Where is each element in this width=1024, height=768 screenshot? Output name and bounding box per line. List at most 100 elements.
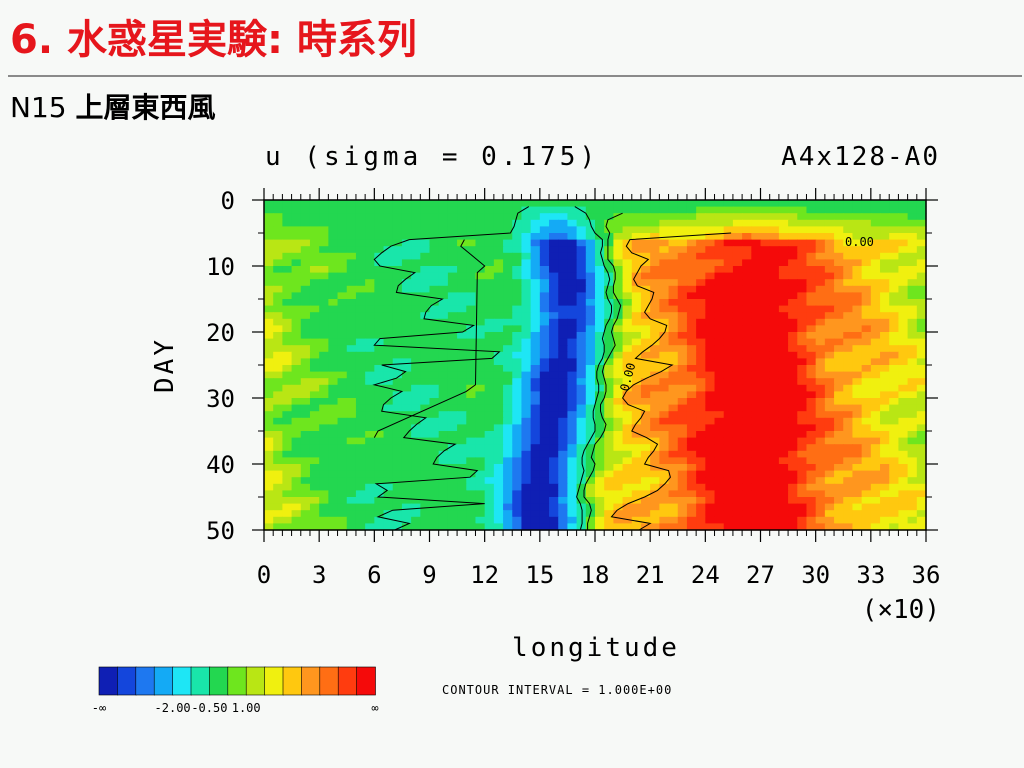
heatmap-cell [567, 345, 578, 353]
heatmap-cell [797, 252, 808, 260]
heatmap-cell [273, 226, 283, 234]
heatmap-cell [567, 391, 578, 399]
heatmap-cell [852, 490, 863, 498]
heatmap-cell [604, 398, 614, 406]
heatmap-cell [392, 483, 403, 491]
heatmap-cell [530, 477, 541, 485]
heatmap-cell [824, 483, 835, 491]
heatmap-cell [631, 365, 642, 373]
heatmap-cell [861, 325, 872, 333]
heatmap-cell [309, 398, 320, 406]
heatmap-field [264, 200, 927, 531]
heatmap-cell [907, 404, 918, 412]
heatmap-cell [686, 424, 697, 432]
heatmap-cell [714, 279, 725, 287]
heatmap-cell [411, 464, 421, 472]
heatmap-cell [843, 516, 854, 524]
heatmap-cell [337, 378, 348, 386]
heatmap-cell [778, 431, 789, 439]
heatmap-cell [558, 417, 569, 425]
heatmap-cell [291, 516, 302, 524]
heatmap-cell [677, 424, 688, 432]
heatmap-cell [475, 338, 486, 346]
heatmap-cell [916, 200, 927, 208]
heatmap-cell [778, 239, 789, 247]
heatmap-cell [549, 477, 559, 485]
heatmap-cell [631, 431, 642, 439]
heatmap-cell [337, 219, 348, 227]
heatmap-cell [742, 305, 752, 313]
heatmap-cell [365, 351, 375, 359]
heatmap-cell [705, 510, 716, 518]
heatmap-cell [622, 206, 633, 214]
heatmap-cell [319, 318, 329, 326]
heatmap-cell [319, 272, 329, 280]
heatmap-cell [650, 497, 660, 505]
heatmap-cell [429, 464, 440, 472]
heatmap-cell [539, 266, 550, 274]
heatmap-cell [834, 272, 844, 280]
heatmap-cell [889, 305, 900, 313]
heatmap-cell [604, 437, 614, 445]
heatmap-cell [475, 233, 486, 241]
heatmap-cell [475, 272, 486, 280]
heatmap-cell [769, 470, 780, 478]
heatmap-cell [438, 411, 449, 419]
heatmap-cell [264, 437, 274, 445]
heatmap-cell [742, 384, 752, 392]
heatmap-cell [420, 345, 431, 353]
heatmap-cell [539, 338, 550, 346]
heatmap-cell [595, 503, 605, 511]
heatmap-cell [585, 285, 596, 293]
heatmap-cell [732, 470, 743, 478]
heatmap-cell [824, 305, 835, 313]
heatmap-cell [309, 384, 320, 392]
heatmap-cell [815, 219, 826, 227]
heatmap-cell [484, 384, 495, 392]
heatmap-cell [650, 332, 660, 340]
heatmap-cell [788, 457, 798, 465]
heatmap-cell [604, 318, 614, 326]
heatmap-cell [732, 523, 743, 531]
heatmap-cell [824, 371, 835, 379]
heatmap-cell [319, 431, 329, 439]
heatmap-cell [264, 398, 274, 406]
heatmap-cell [870, 371, 881, 379]
heatmap-cell [585, 272, 596, 280]
heatmap-cell [328, 371, 339, 379]
heatmap-cell [346, 503, 357, 511]
heatmap-cell [493, 411, 504, 419]
heatmap-cell [337, 483, 348, 491]
heatmap-cell [576, 490, 587, 498]
heatmap-cell [824, 246, 835, 254]
heatmap-cell [732, 503, 743, 511]
heatmap-cell [264, 246, 274, 254]
heatmap-cell [438, 299, 449, 307]
heatmap-cell [291, 417, 302, 425]
heatmap-cell [567, 450, 578, 458]
heatmap-cell [650, 266, 660, 274]
heatmap-cell [668, 510, 679, 518]
heatmap-cell [668, 398, 679, 406]
heatmap-cell [861, 206, 872, 214]
heatmap-cell [595, 332, 605, 340]
heatmap-cell [420, 371, 431, 379]
heatmap-cell [861, 450, 872, 458]
heatmap-cell [374, 404, 385, 412]
heatmap-cell [631, 398, 642, 406]
heatmap-cell [806, 464, 817, 472]
heatmap-cell [852, 272, 863, 280]
heatmap-cell [659, 351, 670, 359]
heatmap-cell [530, 365, 541, 373]
heatmap-cell [604, 206, 614, 214]
heatmap-cell [613, 384, 624, 392]
heatmap-cell [585, 239, 596, 247]
heatmap-cell [576, 404, 587, 412]
heatmap-cell [843, 299, 854, 307]
heatmap-cell [815, 365, 826, 373]
heatmap-cell [549, 424, 559, 432]
heatmap-cell [898, 437, 909, 445]
heatmap-cell [843, 312, 854, 320]
heatmap-cell [751, 510, 762, 518]
heatmap-cell [880, 384, 890, 392]
